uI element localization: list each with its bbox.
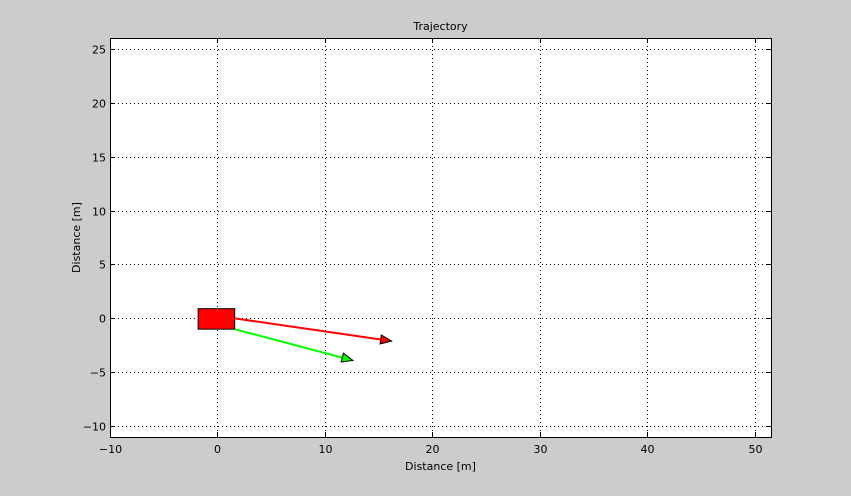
y-tick-label: 0 (99, 313, 106, 326)
series-0-arrowhead (379, 334, 393, 345)
ticks: −10 0 10 20 30 40 50 −10 −5 0 5 10 15 20 25 (83, 38, 771, 456)
series-0-line (234, 317, 381, 341)
marks (197, 308, 393, 363)
series-1-arrowhead (340, 352, 355, 363)
x-tick-label: 50 (749, 443, 763, 456)
y-axis-label: Distance [m] (70, 202, 83, 273)
x-tick-label: 0 (214, 443, 221, 456)
series-1-line (234, 328, 343, 359)
x-axis-label: Distance [m] (405, 460, 476, 473)
x-tick-label: −10 (99, 443, 122, 456)
axes-frame (110, 38, 772, 438)
x-tick-label: 10 (319, 443, 333, 456)
y-tick-label: 5 (99, 259, 106, 272)
x-tick-label: 40 (641, 443, 655, 456)
chart-title: Trajectory (412, 20, 468, 33)
y-tick-label: 25 (92, 44, 106, 57)
y-tick-label: 15 (92, 152, 106, 165)
axes-background (110, 38, 771, 437)
y-tick-label: −10 (83, 421, 106, 434)
y-tick-label: 20 (92, 98, 106, 111)
y-tick-label: 10 (92, 206, 106, 219)
y-tick-label: −5 (90, 367, 106, 380)
x-tick-label: 30 (534, 443, 548, 456)
x-tick-label: 20 (426, 443, 440, 456)
vehicle-rect (197, 308, 236, 330)
grid (110, 38, 771, 437)
